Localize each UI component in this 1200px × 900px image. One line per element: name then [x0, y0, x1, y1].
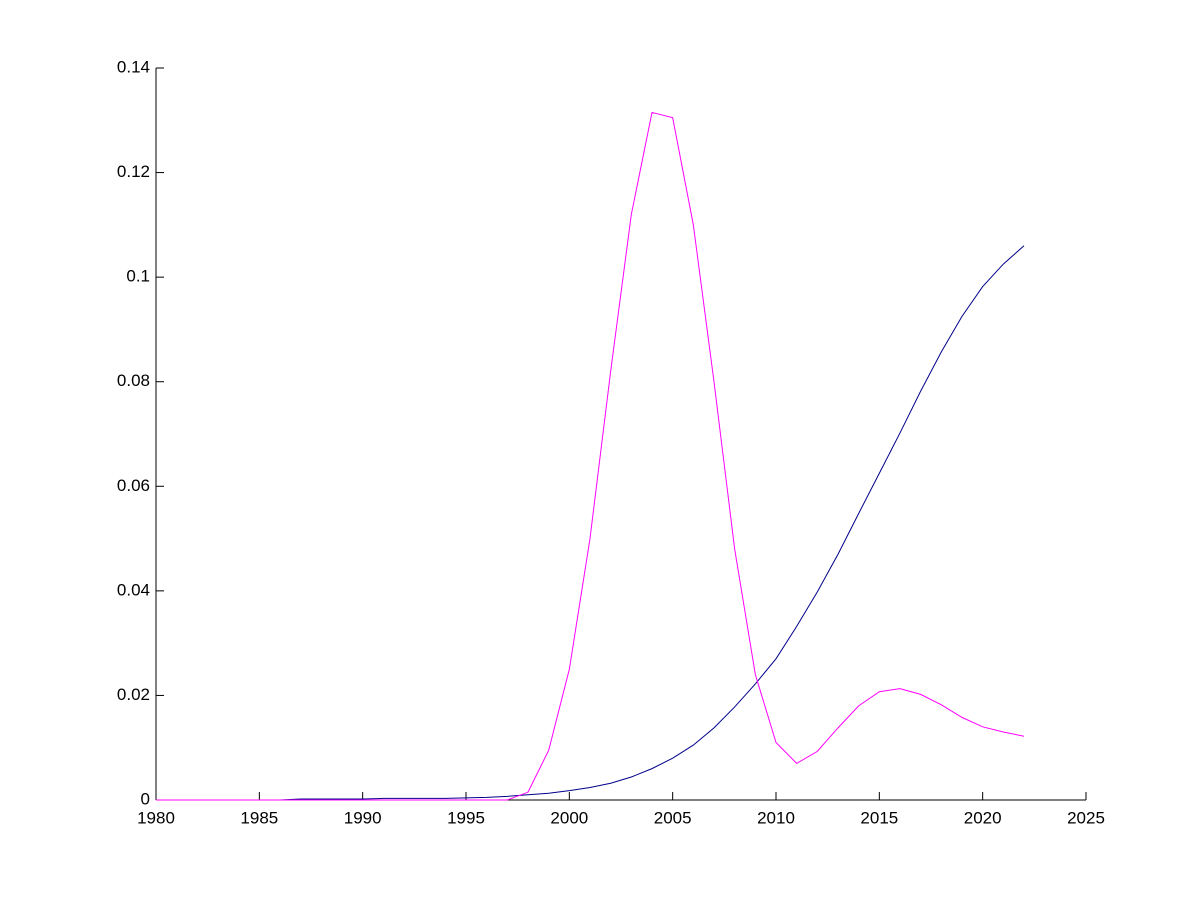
x-tick-label: 2025	[1067, 808, 1105, 827]
y-tick-label: 0.02	[117, 685, 150, 704]
y-tick-label: 0.04	[117, 580, 150, 599]
y-tick-label: 0	[141, 789, 150, 808]
y-tick-label: 0.1	[126, 267, 150, 286]
x-tick-label: 2010	[757, 808, 795, 827]
x-tick-label: 2000	[550, 808, 588, 827]
y-tick-label: 0.12	[117, 162, 150, 181]
x-tick-label: 1990	[344, 808, 382, 827]
x-tick-label: 2005	[654, 808, 692, 827]
x-tick-label: 2015	[860, 808, 898, 827]
series-line	[156, 245, 1025, 801]
y-tick-label: 0.06	[117, 476, 150, 495]
y-tick-label: 0.08	[117, 371, 150, 390]
y-tick-label: 0.14	[117, 57, 150, 76]
series-line	[156, 111, 1025, 801]
x-tick-label: 1985	[240, 808, 278, 827]
x-tick-label: 1995	[447, 808, 485, 827]
x-tick-label: 1980	[137, 808, 175, 827]
x-tick-label: 2020	[964, 808, 1002, 827]
